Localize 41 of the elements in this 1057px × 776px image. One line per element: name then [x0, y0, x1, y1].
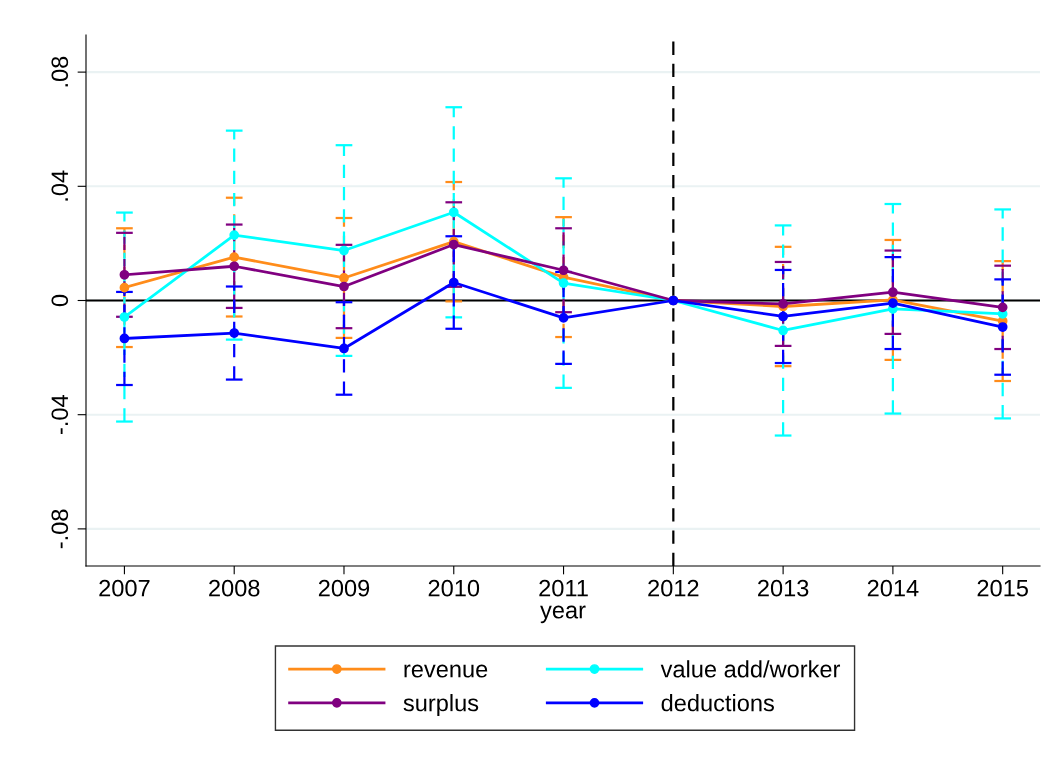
x-tick-label: 2007 [99, 579, 150, 597]
x-tick-label: 2012 [648, 579, 699, 597]
point [339, 281, 349, 292]
point [558, 313, 569, 323]
point [448, 277, 459, 288]
point [558, 278, 569, 288]
point [229, 252, 240, 262]
x-tick-label: 2015 [977, 579, 1028, 597]
legend-label: value add/worker [660, 660, 841, 678]
x-tick-label: 2010 [428, 579, 480, 597]
point [558, 265, 569, 276]
point [997, 302, 1008, 313]
point [339, 343, 349, 354]
point [339, 273, 349, 283]
point [997, 322, 1008, 332]
y-tick-label: -.04 [51, 395, 69, 434]
y-tick-label: .04 [51, 170, 69, 201]
point [778, 325, 788, 336]
point [119, 333, 130, 344]
x-tick-label: 2011 [539, 579, 588, 597]
legend-label: deductions [661, 694, 774, 712]
point [888, 287, 898, 298]
x-axis-title: year [540, 605, 586, 624]
point [229, 261, 240, 272]
legend-label: surplus [403, 694, 479, 717]
point [229, 230, 240, 240]
y-tick-label: .08 [51, 56, 69, 87]
point [448, 207, 459, 218]
legend-label: revenue [404, 664, 488, 678]
point [119, 282, 130, 293]
point [339, 245, 349, 256]
y-tick-label: 0 [51, 294, 69, 307]
point [119, 312, 130, 322]
x-tick-label: 2014 [867, 579, 919, 597]
x-tick-label: 2013 [758, 579, 809, 597]
y-tick-label: -.08 [51, 509, 69, 549]
point [778, 311, 788, 322]
point [119, 269, 130, 280]
x-tick-label: 2008 [209, 579, 260, 597]
x-tick-label: 2009 [318, 579, 370, 597]
point [229, 328, 240, 338]
